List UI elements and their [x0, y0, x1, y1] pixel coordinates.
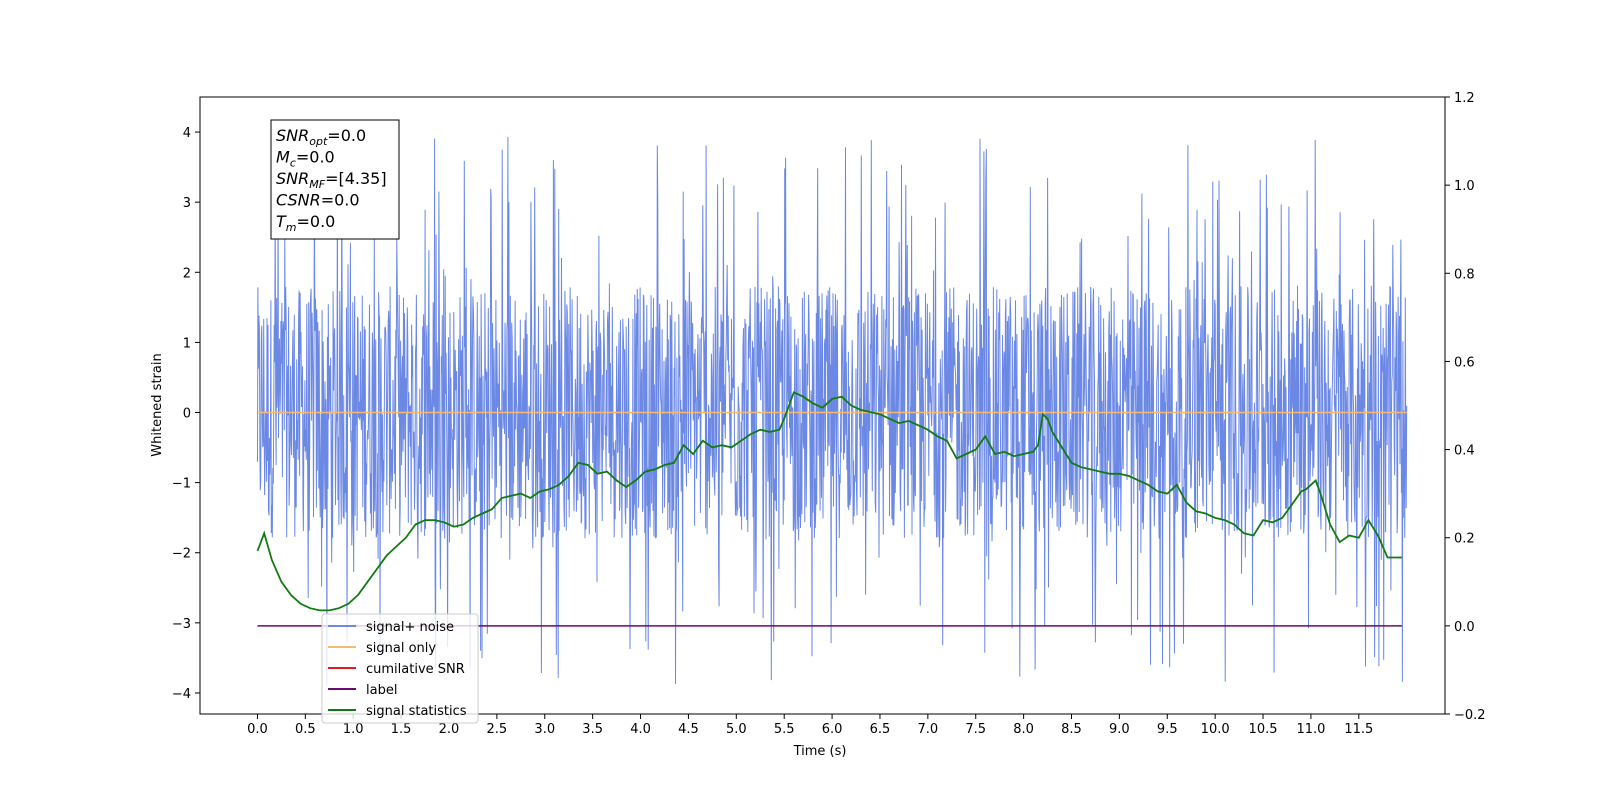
x-tick-label: 4.0 — [630, 722, 651, 737]
noise-series-layer — [257, 136, 1408, 685]
x-tick-label: 10.0 — [1201, 722, 1230, 737]
y-right-tick-label: 1.0 — [1454, 179, 1475, 194]
y-right-tick-label: 0.8 — [1454, 267, 1475, 282]
x-tick-label: 0.5 — [295, 722, 316, 737]
x-tick-label: 6.5 — [870, 722, 891, 737]
x-tick-label: 4.5 — [678, 722, 699, 737]
legend-label: cumilative SNR — [366, 662, 465, 677]
y-right-tick-label: 0.6 — [1454, 355, 1475, 370]
x-tick-label: 6.0 — [822, 722, 843, 737]
x-tick-label: 3.5 — [582, 722, 603, 737]
plot-frame — [199, 96, 1446, 715]
x-axis-label: Time (s) — [793, 744, 847, 759]
y-right-tick-label: 0.2 — [1454, 532, 1475, 547]
legend-label: signal+ noise — [366, 620, 454, 635]
x-tick-label: 8.0 — [1013, 722, 1034, 737]
x-tick-label: 7.0 — [918, 722, 939, 737]
x-tick-label: 11.0 — [1296, 722, 1325, 737]
y-right-tick-label: −0.2 — [1454, 708, 1486, 723]
legend-label: signal statistics — [366, 704, 467, 719]
annotation-frame — [270, 119, 400, 240]
y-left-tick-label: −1 — [172, 477, 191, 492]
x-tick-label: 8.5 — [1061, 722, 1082, 737]
y-left-tick-label: 0 — [183, 407, 191, 422]
series-signal-noise — [257, 136, 1408, 685]
y-right-tick-label: 0.0 — [1454, 620, 1475, 635]
legend: signal+ noise signal only cumilative SNR la… — [321, 613, 479, 724]
y-left-tick-label: 3 — [183, 196, 191, 211]
y-left-tick-label: 4 — [183, 126, 191, 141]
x-tick-label: 5.5 — [774, 722, 795, 737]
annotation-line: SNRopt=0.0 — [276, 126, 366, 148]
x-tick-label: 1.5 — [391, 722, 412, 737]
x-tick-label: 10.5 — [1249, 722, 1278, 737]
x-tick-label: 3.0 — [534, 722, 555, 737]
annotation-line: Mc=0.0 — [276, 148, 335, 170]
x-tick-label: 11.5 — [1344, 722, 1373, 737]
annotation-line: SNRMF=[4.35] — [276, 169, 387, 191]
y-axis-label: Whitened strain — [150, 353, 165, 456]
y-left-tick-label: −2 — [172, 547, 191, 562]
x-tick-label: 7.5 — [965, 722, 986, 737]
x-axis: 0.0 0.5 1.0 1.5 2.0 2.5 3.0 3.5 4.0 4.5 5.0 5.5 6.0 6… — [247, 714, 1373, 737]
x-tick-label: 5.0 — [726, 722, 747, 737]
x-tick-label: 2.5 — [487, 722, 508, 737]
legend-label: label — [366, 683, 397, 698]
y-left-tick-label: −4 — [172, 687, 191, 702]
y-right-tick-label: 1.2 — [1454, 91, 1475, 106]
series-signal-statistics — [256, 391, 1402, 612]
x-tick-label: 1.0 — [343, 722, 364, 737]
y-left-tick-label: 2 — [183, 266, 191, 281]
legend-frame — [321, 613, 479, 724]
legend-label: signal only — [366, 641, 436, 656]
annotation-line: Tm=0.0 — [276, 212, 335, 234]
x-tick-label: 9.0 — [1109, 722, 1130, 737]
y-right-tick-label: 0.4 — [1454, 444, 1475, 459]
y-axis-left: −4 −3 −2 −1 0 1 2 3 4 — [172, 126, 200, 702]
y-axis-right: −0.2 0.0 0.2 0.4 0.6 0.8 1.0 1.2 — [1445, 91, 1486, 723]
x-tick-label: 0.0 — [247, 722, 268, 737]
y-left-tick-label: −3 — [172, 617, 191, 632]
x-tick-label: 9.5 — [1157, 722, 1178, 737]
y-left-tick-label: 1 — [183, 336, 191, 351]
x-tick-label: 2.0 — [439, 722, 460, 737]
annotation-line: CSNR=0.0 — [276, 191, 360, 210]
